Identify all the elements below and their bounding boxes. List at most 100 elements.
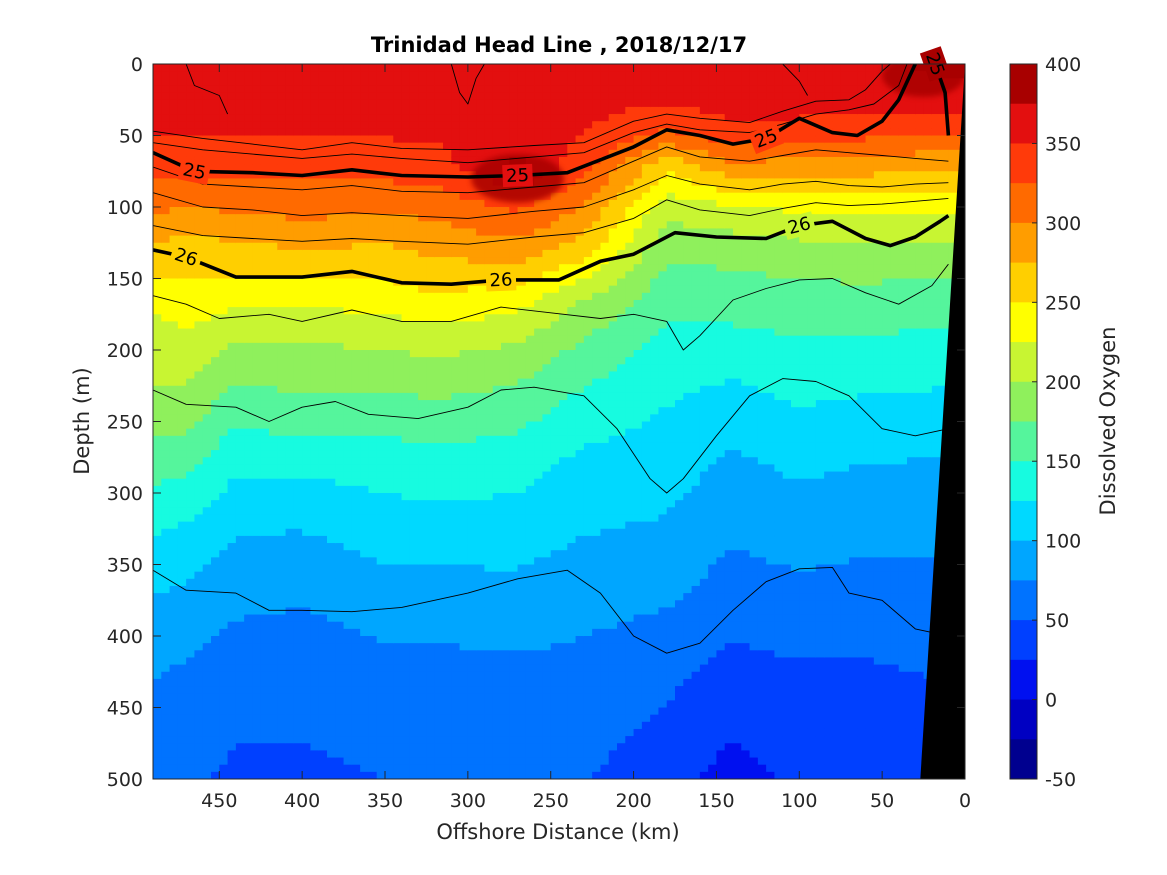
oxygen-cell: [368, 178, 378, 187]
oxygen-cell: [202, 457, 212, 465]
oxygen-cell: [318, 371, 328, 380]
oxygen-cell: [542, 700, 552, 709]
oxygen-cell: [302, 342, 312, 351]
oxygen-cell: [360, 464, 370, 473]
oxygen-cell: [393, 636, 403, 644]
oxygen-cell: [401, 106, 411, 115]
oxygen-cell: [476, 628, 486, 637]
oxygen-cell: [310, 750, 320, 759]
oxygen-cell: [434, 764, 444, 773]
oxygen-cell: [351, 285, 361, 294]
oxygen-cell: [327, 550, 336, 558]
oxygen-cell: [368, 600, 378, 608]
oxygen-cell: [517, 442, 527, 451]
oxygen-cell: [235, 728, 245, 737]
oxygen-cell: [335, 106, 345, 115]
oxygen-cell: [177, 564, 187, 573]
oxygen-cell: [318, 664, 328, 673]
oxygen-cell: [409, 543, 419, 551]
oxygen-cell: [517, 299, 527, 308]
oxygen-cell: [509, 299, 519, 308]
oxygen-cell: [550, 85, 560, 94]
oxygen-cell: [534, 750, 544, 759]
oxygen-cell: [194, 314, 204, 322]
oxygen-cell: [467, 700, 477, 709]
oxygen-cell: [409, 500, 419, 508]
oxygen-cell: [310, 207, 320, 215]
oxygen-cell: [211, 671, 220, 680]
oxygen-cell: [235, 106, 245, 115]
oxygen-cell: [186, 64, 196, 72]
oxygen-cell: [501, 121, 510, 129]
oxygen-cell: [393, 435, 403, 444]
oxygen-cell: [310, 357, 320, 365]
oxygen-cell: [467, 435, 477, 444]
oxygen-cell: [318, 257, 328, 265]
oxygen-cell: [227, 350, 237, 358]
oxygen-cell: [451, 121, 461, 129]
oxygen-cell: [426, 757, 436, 766]
oxygen-cell: [501, 421, 510, 430]
oxygen-cell: [492, 414, 502, 423]
oxygen-cell: [467, 299, 477, 308]
oxygen-cell: [476, 700, 486, 709]
oxygen-cell: [467, 328, 477, 337]
oxygen-cell: [202, 493, 212, 501]
oxygen-cell: [351, 664, 361, 673]
oxygen-cell: [434, 657, 444, 666]
oxygen-cell: [153, 571, 162, 580]
oxygen-cell: [260, 357, 270, 365]
oxygen-cell: [542, 128, 552, 137]
oxygen-cell: [451, 321, 461, 330]
oxygen-cell: [285, 257, 295, 265]
oxygen-cell: [550, 585, 560, 594]
oxygen-cell: [451, 543, 461, 551]
oxygen-cell: [202, 378, 212, 387]
oxygen-cell: [235, 478, 245, 487]
oxygen-cell: [260, 99, 270, 108]
oxygen-cell: [327, 428, 336, 437]
oxygen-cell: [293, 764, 303, 773]
oxygen-cell: [169, 171, 179, 179]
oxygen-cell: [393, 371, 403, 380]
oxygen-cell: [302, 285, 312, 294]
oxygen-cell: [351, 135, 361, 144]
oxygen-cell: [194, 64, 204, 72]
oxygen-cell: [434, 400, 444, 408]
oxygen-cell: [310, 707, 320, 716]
oxygen-cell: [194, 564, 204, 573]
oxygen-cell: [550, 114, 560, 122]
oxygen-cell: [318, 414, 328, 423]
oxygen-cell: [194, 686, 204, 694]
oxygen-cell: [310, 521, 320, 530]
oxygen-cell: [260, 135, 270, 144]
oxygen-cell: [335, 628, 345, 637]
oxygen-cell: [542, 707, 552, 716]
oxygen-cell: [434, 149, 444, 158]
oxygen-cell: [443, 700, 452, 709]
oxygen-cell: [293, 493, 303, 501]
oxygen-cell: [202, 664, 212, 673]
oxygen-cell: [517, 85, 527, 94]
oxygen-cell: [244, 385, 254, 394]
oxygen-cell: [351, 378, 361, 387]
oxygen-cell: [277, 471, 287, 480]
oxygen-cell: [385, 299, 394, 308]
oxygen-cell: [351, 578, 361, 587]
oxygen-cell: [235, 378, 245, 387]
oxygen-cell: [525, 521, 535, 530]
oxygen-cell: [227, 628, 237, 637]
oxygen-cell: [252, 71, 262, 79]
oxygen-cell: [351, 650, 361, 659]
oxygen-cell: [451, 385, 461, 394]
oxygen-cell: [211, 371, 220, 380]
oxygen-cell: [277, 185, 287, 194]
oxygen-cell: [318, 535, 328, 544]
oxygen-cell: [235, 292, 245, 301]
oxygen-cell: [194, 507, 204, 516]
oxygen-cell: [385, 142, 394, 151]
oxygen-cell: [211, 457, 220, 465]
oxygen-cell: [360, 364, 370, 373]
oxygen-cell: [459, 657, 469, 666]
oxygen-cell: [161, 550, 171, 558]
